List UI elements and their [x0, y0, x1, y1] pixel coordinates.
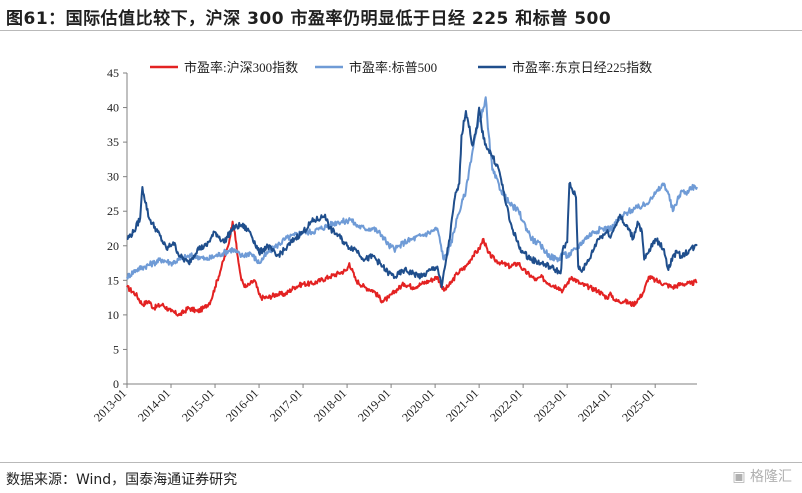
watermark-icon: ▣ [732, 469, 746, 485]
x-tick-label: 2023-01 [531, 386, 569, 424]
x-tick-label: 2013-01 [91, 386, 129, 424]
y-tick-label: 45 [107, 66, 119, 80]
chart-legend: 市盈率:沪深300指数 市盈率:标普500 市盈率:东京日经225指数 [150, 60, 652, 75]
y-tick-label: 20 [107, 239, 119, 253]
y-tick-label: 10 [107, 308, 119, 322]
x-tick-label: 2025-01 [619, 386, 657, 424]
x-tick-label: 2017-01 [267, 386, 305, 424]
title-divider [0, 30, 802, 31]
x-tick-label: 2019-01 [355, 386, 393, 424]
y-tick-label: 5 [113, 342, 119, 356]
y-tick-label: 30 [107, 170, 119, 184]
x-tick-label: 2016-01 [223, 386, 261, 424]
y-tick-label: 35 [107, 135, 119, 149]
x-tick-label: 2015-01 [179, 386, 217, 424]
x-tick-label: 2018-01 [311, 386, 349, 424]
y-tick-label: 15 [107, 273, 119, 287]
legend-label-2: 市盈率:标普500 [349, 60, 437, 75]
watermark-text: 格隆汇 [750, 469, 792, 485]
watermark-logo: ▣ 格隆汇 [732, 466, 792, 486]
page-title: 图61：国际估值比较下，沪深 300 市盈率仍明显低于日经 225 和标普 50… [6, 9, 612, 29]
data-source-note: 数据来源：Wind，国泰海通证券研究 [6, 472, 238, 488]
x-tick-label: 2024-01 [575, 386, 613, 424]
x-tick-label: 2014-01 [135, 386, 173, 424]
x-tick-label: 2022-01 [487, 386, 525, 424]
x-tick-label: 2020-01 [399, 386, 437, 424]
footer-divider [0, 462, 802, 463]
y-tick-label: 25 [107, 204, 119, 218]
chart-series-lines [126, 96, 698, 317]
series-line-3 [126, 106, 698, 289]
series-line-1 [126, 220, 698, 317]
legend-label-1: 市盈率:沪深300指数 [184, 60, 298, 75]
series-line-2 [126, 96, 698, 280]
y-tick-label: 0 [113, 377, 119, 391]
legend-label-3: 市盈率:东京日经225指数 [512, 60, 652, 75]
y-tick-label: 40 [107, 101, 119, 115]
x-tick-label: 2021-01 [443, 386, 481, 424]
